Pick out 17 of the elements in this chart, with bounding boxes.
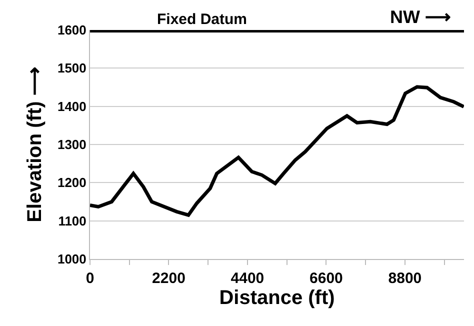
y-tick-label: 1000 [57, 252, 86, 267]
x-tick-label: 6600 [310, 270, 343, 287]
y-axis-title: Elevation (ft) ⟶ [24, 66, 46, 222]
x-tick-label: 8800 [388, 270, 422, 287]
y-tick-label: 1600 [57, 22, 86, 38]
y-tick-label: 1300 [57, 137, 86, 152]
y-tick-label: 1200 [57, 175, 86, 190]
x-tick-label: 0 [86, 270, 94, 287]
text: NW ⟶ [390, 7, 451, 27]
x-tick-label: 2200 [152, 270, 186, 287]
ref-line-label: Fixed Datum [157, 11, 248, 28]
line-series [90, 85, 464, 217]
x-axis-title: Distance (ft) [219, 287, 335, 309]
x-tick-label: 4400 [230, 270, 264, 287]
y-tick-label: 1500 [57, 60, 86, 76]
y-tick-label: 1400 [57, 98, 86, 114]
y-tick-label: 1100 [58, 213, 86, 228]
